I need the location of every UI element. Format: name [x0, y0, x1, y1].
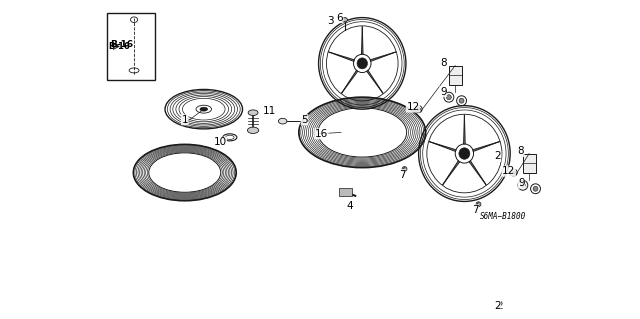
- Ellipse shape: [342, 18, 348, 22]
- Ellipse shape: [200, 107, 207, 111]
- Ellipse shape: [417, 108, 420, 111]
- Text: 2: 2: [496, 301, 503, 311]
- Ellipse shape: [402, 167, 407, 172]
- Text: 11: 11: [262, 106, 276, 116]
- Ellipse shape: [357, 58, 367, 69]
- Ellipse shape: [459, 98, 464, 103]
- Text: 1: 1: [182, 115, 188, 125]
- Ellipse shape: [512, 171, 515, 174]
- Ellipse shape: [476, 202, 481, 207]
- FancyBboxPatch shape: [449, 65, 461, 85]
- Text: 6: 6: [337, 13, 343, 23]
- Text: S6MA−B1800: S6MA−B1800: [480, 212, 526, 221]
- Text: 10: 10: [213, 137, 227, 147]
- Ellipse shape: [447, 95, 451, 100]
- Text: 9: 9: [440, 86, 447, 97]
- Ellipse shape: [459, 148, 470, 159]
- Ellipse shape: [248, 110, 258, 115]
- Text: 2: 2: [494, 301, 501, 311]
- Ellipse shape: [248, 127, 259, 133]
- Text: 2: 2: [494, 151, 501, 161]
- Text: B-16: B-16: [110, 40, 133, 49]
- Text: B-16: B-16: [109, 42, 131, 51]
- Text: 9: 9: [518, 178, 525, 188]
- FancyBboxPatch shape: [339, 188, 352, 196]
- Text: 8: 8: [440, 58, 447, 68]
- Text: 4: 4: [346, 201, 353, 211]
- Text: 5: 5: [301, 115, 308, 125]
- Text: 8: 8: [517, 146, 524, 156]
- Ellipse shape: [318, 108, 406, 157]
- FancyBboxPatch shape: [523, 153, 536, 173]
- Text: 12: 12: [406, 102, 420, 112]
- Ellipse shape: [520, 183, 525, 188]
- Text: 16: 16: [315, 129, 328, 139]
- Ellipse shape: [533, 186, 538, 191]
- Text: 7: 7: [472, 205, 478, 215]
- Text: 3: 3: [327, 16, 334, 26]
- Text: 12: 12: [502, 166, 515, 176]
- Text: 7: 7: [399, 170, 406, 180]
- Ellipse shape: [278, 118, 287, 124]
- Ellipse shape: [148, 153, 221, 192]
